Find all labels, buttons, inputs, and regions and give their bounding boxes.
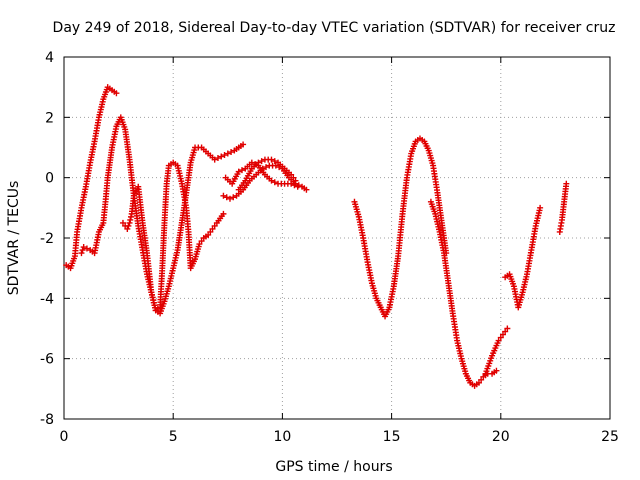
data-point (495, 337, 502, 344)
data-point (220, 210, 227, 217)
data-point (211, 156, 218, 163)
y-tick-label: -8 (40, 412, 54, 428)
data-point (268, 156, 275, 163)
data-point (240, 141, 247, 148)
data-point (223, 194, 230, 201)
data-point (228, 149, 235, 156)
x-tick-label: 0 (60, 429, 69, 445)
y-axis-label: SDTVAR / TECUs (6, 181, 22, 296)
data-point (226, 195, 233, 202)
data-point (209, 225, 216, 232)
data-point (224, 150, 231, 157)
y-tick-label: -6 (40, 352, 54, 368)
data-points (63, 84, 570, 389)
y-tick-label: -4 (40, 291, 54, 307)
data-point (211, 222, 218, 229)
data-point (198, 238, 205, 245)
data-point (258, 158, 265, 165)
axis-ticks: 0 5 10 15 20 25 -8 -6 -4 -2 0 2 4 (40, 50, 619, 445)
y-tick-label: 0 (45, 171, 54, 187)
data-point (563, 180, 570, 187)
y-tick-label: -2 (40, 231, 54, 247)
data-point (126, 219, 133, 226)
data-point (79, 247, 86, 254)
x-tick-label: 15 (383, 429, 401, 445)
data-point (268, 177, 275, 184)
data-point (235, 168, 242, 175)
data-point (207, 228, 214, 235)
data-point (255, 159, 262, 166)
data-point (271, 158, 278, 165)
data-point (294, 183, 301, 190)
data-point (80, 244, 87, 251)
x-axis-label: GPS time / hours (275, 459, 392, 475)
data-point (493, 367, 500, 374)
data-point (125, 222, 132, 229)
data-point (303, 186, 310, 193)
data-point (127, 213, 134, 220)
data-point (113, 90, 120, 97)
data-point (478, 376, 485, 383)
data-point (263, 164, 270, 171)
data-point (291, 182, 298, 189)
grid (64, 57, 610, 419)
data-point (238, 167, 245, 174)
x-tick-label: 20 (492, 429, 510, 445)
data-point (218, 153, 225, 160)
data-point (214, 155, 221, 162)
data-point (220, 192, 227, 199)
data-point (124, 225, 131, 232)
data-point (119, 219, 126, 226)
data-point (475, 379, 482, 386)
x-tick-label: 5 (169, 429, 178, 445)
data-point (497, 334, 504, 341)
data-point (127, 216, 134, 223)
data-point (205, 231, 212, 238)
x-tick-label: 25 (601, 429, 619, 445)
data-point (83, 245, 90, 252)
data-point (290, 174, 297, 181)
x-tick-label: 10 (273, 429, 291, 445)
data-point (499, 331, 506, 338)
data-point (288, 171, 295, 178)
data-point (196, 241, 203, 248)
y-tick-label: 2 (45, 110, 54, 126)
y-tick-label: 4 (45, 50, 54, 66)
data-point (502, 328, 509, 335)
data-point (271, 179, 278, 186)
chart-title: Day 249 of 2018, Sidereal Day-to-day VTE… (53, 20, 616, 36)
data-point (288, 180, 295, 187)
data-point (537, 204, 544, 211)
data-point (230, 194, 237, 201)
data-point (504, 325, 511, 332)
data-point (292, 177, 299, 184)
data-point (221, 152, 228, 159)
data-point (78, 250, 85, 257)
data-point (272, 162, 279, 169)
data-point (248, 159, 255, 166)
